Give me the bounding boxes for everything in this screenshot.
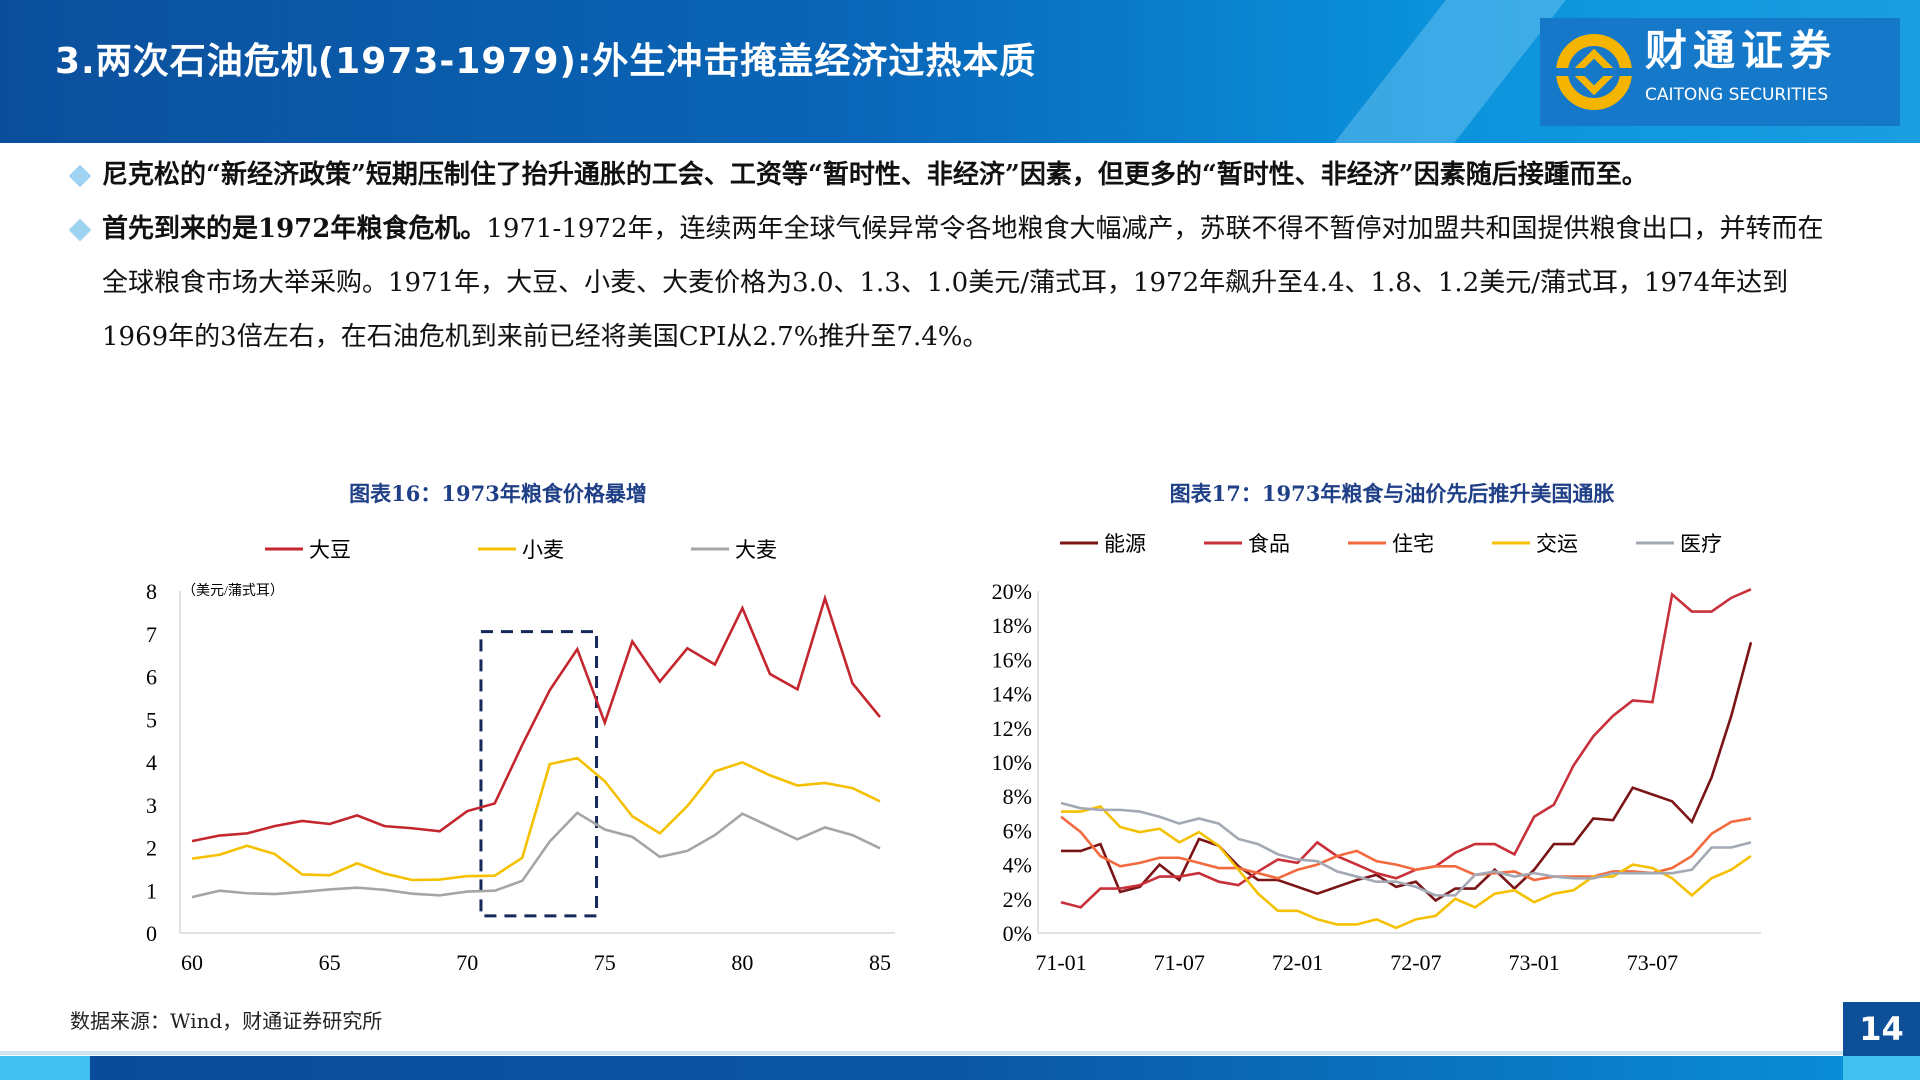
series-line-小麦 [191, 756, 881, 882]
legend-label: 医疗 [1680, 532, 1722, 556]
x-tick-label: 75 [594, 950, 616, 975]
y-tick-label: 1 [146, 878, 157, 903]
bullet-paragraph-1: 尼克松的“新经济政策”短期压制住了抬升通胀的工会、工资等“暂时性、非经济”因素，… [68, 148, 1847, 202]
legend-label: 食品 [1248, 532, 1290, 556]
chart-title-16: 图表16：1973年粮食价格暴增 [349, 481, 647, 506]
y-tick-label: 2% [1003, 887, 1032, 912]
y-tick-label: 0% [1003, 921, 1032, 946]
x-tick-label: 70 [456, 950, 478, 975]
y-tick-label: 18% [992, 613, 1032, 638]
diamond-bullet-icon [68, 218, 92, 242]
x-tick-label: 72-07 [1390, 950, 1441, 975]
logo-emblem-icon [1556, 34, 1632, 110]
x-tick-label: 85 [869, 950, 891, 975]
y-tick-label: 8% [1003, 784, 1032, 809]
data-source: 数据来源：Wind，财通证券研究所 [70, 1009, 383, 1033]
x-tick-label: 71-07 [1154, 950, 1205, 975]
y-axis-unit: （美元/蒲式耳） [182, 583, 284, 599]
bullet-list: 尼克松的“新经济政策”短期压制住了抬升通胀的工会、工资等“暂时性、非经济”因素，… [68, 148, 1847, 364]
legend-label: 小麦 [522, 538, 564, 562]
header-banner: 3.两次石油危机(1973-1979):外生冲击掩盖经济过热本质 财通证券 CA… [0, 0, 1920, 143]
y-tick-label: 16% [992, 647, 1032, 672]
y-tick-label: 7 [146, 622, 157, 647]
logo: 财通证券 CAITONG SECURITIES [1540, 18, 1900, 126]
series-line-能源 [1061, 641, 1753, 903]
x-tick-label: 71-01 [1035, 950, 1086, 975]
y-tick-label: 3 [146, 793, 157, 818]
y-tick-label: 4% [1003, 853, 1032, 878]
series-line-食品 [1060, 588, 1752, 909]
page-number: 14 [1843, 1002, 1920, 1056]
y-tick-label: 12% [992, 716, 1032, 741]
y-tick-label: 8 [146, 579, 157, 604]
y-tick-label: 6% [1003, 818, 1032, 843]
bullet-text: 1971-1972年，连续两年全球气候异常令各地粮食大幅减产，苏联不得不暂停对加… [102, 214, 1824, 352]
legend-label: 住宅 [1392, 532, 1434, 556]
legend-label: 能源 [1104, 532, 1146, 556]
series-line-交运 [1061, 805, 1752, 930]
y-tick-label: 0 [146, 921, 157, 946]
x-tick-label: 80 [731, 950, 753, 975]
decorative-stripe [1334, 0, 1566, 143]
series-line-医疗 [1060, 801, 1752, 897]
x-tick-label: 72-01 [1272, 950, 1323, 975]
y-tick-label: 4 [146, 750, 157, 775]
footer-bar [0, 1056, 1920, 1080]
page-title: 3.两次石油危机(1973-1979):外生冲击掩盖经济过热本质 [55, 41, 1037, 82]
chart-cpi-components: 0% 2% 4% 6% 8% 10% 12% 14% 16% 18% 20% 71-01 71-07 72… [992, 532, 1761, 975]
x-tick-label: 73-01 [1508, 950, 1559, 975]
x-tick-label: 65 [319, 950, 341, 975]
chart-title-17: 图表17：1973年粮食与油价先后推升美国通胀 [1169, 481, 1615, 506]
x-tick-label: 60 [181, 950, 203, 975]
y-tick-label: 20% [992, 579, 1032, 604]
bullet-paragraph-2: 首先到来的是1972年粮食危机。1971-1972年，连续两年全球气候异常令各地… [68, 202, 1847, 364]
logo-text-en: CAITONG SECURITIES [1645, 85, 1829, 105]
series-line-大麦 [191, 811, 881, 899]
diamond-bullet-icon [68, 164, 92, 188]
footer-divider [0, 1051, 1843, 1055]
y-tick-label: 10% [992, 750, 1032, 775]
legend-label: 大豆 [309, 538, 351, 562]
series-line-住宅 [1060, 815, 1752, 882]
bullet-bold: 首先到来的是1972年粮食危机。 [102, 214, 487, 244]
logo-text-cn: 财通证券 [1645, 26, 1838, 75]
y-tick-label: 2 [146, 836, 157, 861]
y-tick-label: 14% [992, 682, 1032, 707]
legend-label: 交运 [1536, 532, 1578, 556]
bullet-bold: 尼克松的“新经济政策”短期压制住了抬升通胀的工会、工资等“暂时性、非经济”因素，… [102, 160, 1648, 190]
y-tick-label: 6 [146, 665, 157, 690]
x-tick-label: 73-07 [1627, 950, 1678, 975]
legend-label: 大麦 [735, 538, 777, 562]
series-line-大豆 [191, 593, 882, 843]
chart-grain-prices: 0 1 2 3 4 5 6 7 8 60 65 70 75 80 85 （美元/蒲式耳） 大豆 小麦 大麦 [146, 538, 895, 975]
y-tick-label: 5 [146, 707, 157, 732]
